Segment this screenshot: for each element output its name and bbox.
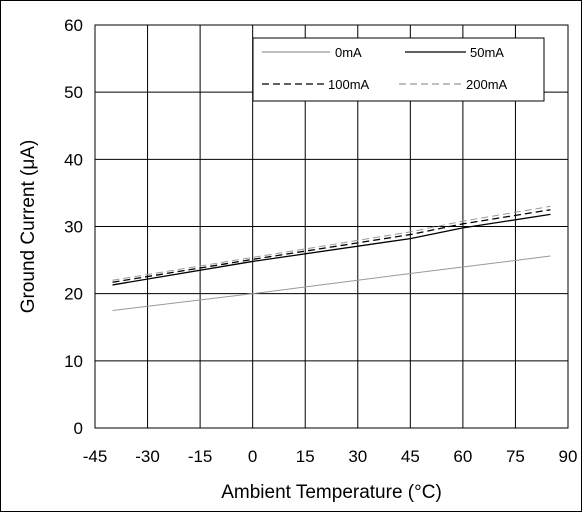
x-axis-title: Ambient Temperature (°C)	[221, 482, 442, 503]
legend-label: 100mA	[328, 77, 370, 92]
y-tick-labels: 0 10 20 30 40 50 60	[64, 16, 83, 438]
y-tick-label: 50	[64, 83, 83, 102]
x-tick-label: 75	[506, 447, 525, 466]
series-lines	[112, 205, 551, 311]
x-tick-label: 60	[453, 447, 472, 466]
x-tick-label: 90	[559, 447, 578, 466]
y-tick-label: 30	[64, 218, 83, 237]
x-tick-label: 30	[348, 447, 367, 466]
legend-box	[252, 37, 545, 102]
series-line-50ma	[112, 213, 551, 286]
legend-label: 0mA	[335, 45, 362, 60]
y-tick-label: 60	[64, 16, 83, 35]
y-tick-label: 20	[64, 285, 83, 304]
y-tick-label: 40	[64, 150, 83, 169]
x-tick-label: 45	[401, 447, 420, 466]
x-tick-labels: -45 -30 -15 0 15 30 45 60 75 90	[83, 447, 578, 466]
series-line-0ma	[112, 255, 551, 311]
plot-area-frame	[94, 24, 569, 429]
legend-label: 200mA	[466, 77, 508, 92]
x-tick-label: 15	[296, 447, 315, 466]
legend: 0mA 50mA 100mA 200mA	[252, 37, 545, 102]
x-tick-label: -30	[135, 447, 160, 466]
legend-label: 50mA	[470, 45, 504, 60]
x-tick-label: -45	[83, 447, 108, 466]
series-line-100ma	[112, 209, 551, 283]
y-axis-title: Ground Current (μA)	[18, 140, 39, 314]
series-line-200ma	[112, 205, 551, 281]
y-tick-label: 10	[64, 352, 83, 371]
y-tick-label: 0	[74, 419, 83, 438]
x-tick-label: 0	[248, 447, 257, 466]
x-tick-label: -15	[188, 447, 213, 466]
